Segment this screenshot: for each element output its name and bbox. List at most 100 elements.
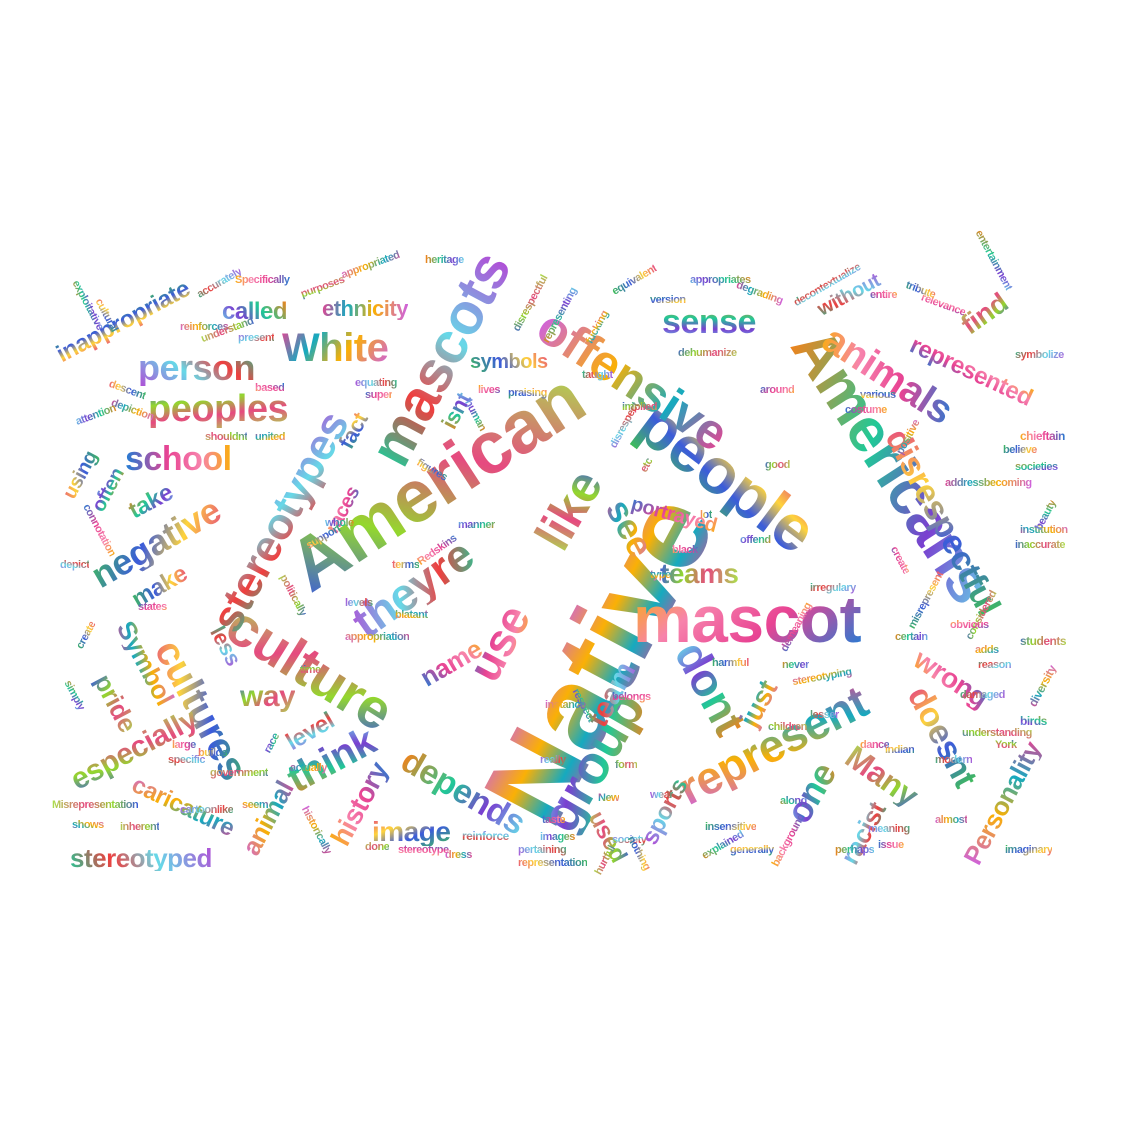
cloud-word: believe	[1003, 444, 1037, 456]
cloud-word: race	[261, 731, 283, 756]
cloud-word: lives	[478, 384, 500, 396]
cloud-word: dance	[860, 739, 890, 751]
cloud-word: appropriated	[339, 248, 402, 282]
cloud-word: insensitive	[705, 821, 757, 833]
cloud-word: implied	[622, 402, 658, 413]
cloud-word: addressbecoming	[945, 477, 1032, 489]
cloud-word: seem	[242, 799, 269, 811]
cloud-word: appropriates	[690, 274, 751, 286]
cloud-word: name	[414, 633, 488, 693]
cloud-word: instance	[545, 699, 586, 711]
cloud-word: specific	[168, 754, 205, 766]
cloud-word: societies	[1015, 461, 1058, 473]
cloud-word: form	[615, 759, 638, 771]
cloud-word: present	[238, 332, 275, 344]
cloud-word: students	[1020, 634, 1067, 648]
cloud-word: entertainment	[972, 228, 1015, 293]
cloud-word: mascot	[633, 582, 862, 656]
cloud-word: modern	[935, 754, 973, 766]
cloud-word: stereotype	[398, 844, 449, 856]
cloud-word: reinforces	[180, 321, 229, 333]
cloud-word: along	[780, 795, 807, 807]
cloud-word: symbolize	[1015, 349, 1064, 361]
cloud-word: offend	[740, 534, 771, 546]
cloud-word: shows	[72, 819, 104, 831]
cloud-word: perhaps	[835, 844, 875, 856]
cloud-word: large	[172, 739, 196, 751]
cloud-word: praising	[508, 387, 547, 399]
cloud-word: type	[650, 569, 671, 581]
cloud-word: way	[240, 680, 296, 713]
cloud-word: teams	[660, 558, 739, 589]
cloud-word: levels	[345, 597, 373, 609]
cloud-word: done	[365, 841, 390, 853]
cloud-word: York	[995, 739, 1017, 751]
cloud-word: actually	[290, 762, 327, 774]
cloud-word: almost	[935, 814, 968, 826]
cloud-word: indian	[885, 744, 915, 756]
cloud-word: taste	[542, 814, 566, 826]
cloud-word: New	[598, 792, 620, 804]
cloud-word: blatant	[395, 609, 428, 621]
cloud-word: peoples	[148, 388, 289, 430]
cloud-word: one	[777, 755, 845, 831]
cloud-word: animal	[235, 775, 300, 861]
cloud-word: time	[300, 664, 321, 676]
cloud-word: representation	[518, 857, 588, 869]
cloud-word: taught	[582, 369, 613, 381]
cloud-word: shouldnt	[205, 431, 248, 443]
cloud-word: issue	[878, 839, 904, 851]
cloud-word: birds	[1020, 714, 1047, 728]
cloud-word: based	[255, 382, 285, 394]
cloud-word: attention	[74, 402, 118, 428]
cloud-word: super	[365, 389, 393, 401]
cloud-word: whole	[325, 517, 354, 529]
cloud-word: stereotyped	[70, 843, 212, 873]
cloud-word: create	[74, 619, 99, 652]
cloud-word: meaning	[868, 823, 910, 835]
cloud-word: generally	[730, 844, 774, 856]
cloud-word: simply	[61, 678, 88, 713]
cloud-word: pertaining	[518, 844, 567, 856]
cloud-word: terms	[392, 559, 420, 571]
cloud-word: damaged	[960, 689, 1005, 701]
cloud-word: black	[672, 544, 698, 556]
cloud-word: reason	[978, 659, 1012, 671]
cloud-word: certain	[895, 631, 928, 643]
cloud-word: reinforce	[462, 829, 509, 843]
cloud-word: chieftain	[1020, 429, 1065, 443]
cloud-word: appropriation	[345, 631, 410, 643]
cloud-word: inaccurate	[1015, 539, 1066, 551]
cloud-word: wear	[650, 789, 674, 801]
cloud-word: school	[125, 440, 232, 478]
cloud-word: symbols	[470, 351, 548, 373]
cloud-word: person	[138, 347, 256, 388]
cloud-word: imaginary	[1005, 844, 1053, 856]
cloud-word: never	[782, 659, 809, 671]
cloud-word: find	[955, 286, 1014, 341]
cloud-word: equating	[355, 377, 397, 389]
cloud-word: pride	[87, 668, 144, 738]
cloud-word: institution	[1020, 525, 1068, 536]
cloud-word: version	[650, 294, 686, 306]
cloud-word: various	[860, 389, 896, 401]
cloud-word: children	[768, 721, 807, 733]
cloud-word: cartoonlike	[180, 804, 234, 816]
cloud-word: diversity	[1025, 662, 1060, 710]
cloud-word: dress	[445, 849, 472, 861]
cloud-word: understanding	[962, 727, 1032, 739]
cloud-word: government	[210, 767, 268, 779]
cloud-word: society	[612, 835, 647, 846]
cloud-word: costume	[845, 404, 887, 416]
cloud-word: depict	[60, 559, 90, 571]
cloud-word: entire	[870, 289, 897, 301]
cloud-word: irregulary	[810, 582, 856, 594]
cloud-word: White	[282, 326, 389, 370]
cloud-word: united	[255, 431, 286, 443]
cloud-word: lot	[700, 509, 712, 521]
cloud-word: images	[540, 831, 575, 843]
cloud-word: sense	[662, 303, 756, 341]
cloud-word: really	[540, 754, 566, 766]
cloud-word: image	[372, 816, 451, 847]
